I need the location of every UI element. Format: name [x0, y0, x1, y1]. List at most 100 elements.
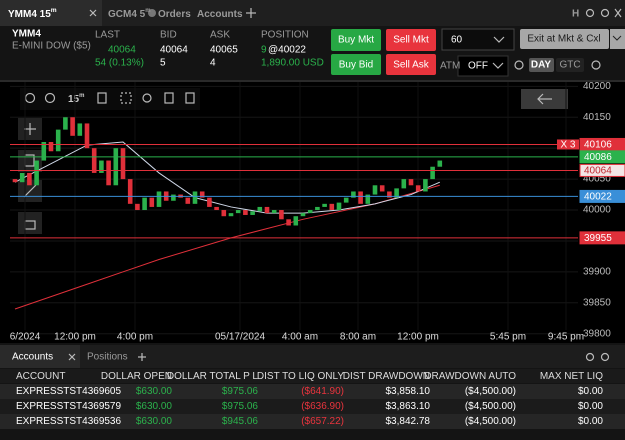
x-tick-label: 8:00 am	[340, 332, 376, 343]
settings-icon[interactable]	[600, 352, 610, 362]
zoom-out[interactable]	[44, 92, 56, 104]
day[interactable]: DAY	[531, 60, 552, 71]
candle-body	[358, 191, 363, 204]
settings-icon[interactable]	[591, 60, 601, 70]
tab[interactable]: Accounts	[197, 9, 243, 20]
settings-icon[interactable]	[514, 60, 524, 70]
candle-body	[372, 185, 378, 195]
table-cell: $3,858.10	[386, 386, 431, 397]
tab[interactable]: GCM4 5m	[108, 8, 151, 20]
candle-body	[243, 210, 248, 215]
exit-label[interactable]: Exit at Mkt & Cxl	[527, 34, 600, 45]
indicators[interactable]	[164, 92, 174, 104]
table-cell: $975.06	[222, 386, 259, 397]
gtc[interactable]: GTC	[559, 60, 580, 71]
candle-body	[91, 148, 97, 173]
chart-settings[interactable]	[142, 93, 152, 103]
button-label[interactable]: Buy Bid	[339, 60, 373, 71]
position-qty: 9	[261, 45, 267, 56]
sell-ask-button[interactable]	[386, 54, 436, 75]
templates[interactable]	[185, 92, 195, 104]
close-icon[interactable]	[89, 9, 97, 17]
tab[interactable]: Orders	[158, 9, 191, 20]
y-tick-label: 39800	[583, 328, 611, 339]
candle-body	[55, 129, 61, 152]
ask-size: 4	[210, 58, 216, 69]
candle-body	[185, 197, 191, 204]
lock-tool[interactable]	[18, 212, 42, 234]
price-level-box	[579, 231, 625, 245]
order-tag[interactable]	[557, 139, 579, 150]
x-tick-label: 12:00 pm	[54, 332, 96, 343]
atm-value[interactable]: OFF	[468, 61, 488, 72]
settings-icon[interactable]	[585, 352, 595, 362]
table-header	[0, 369, 625, 383]
row-bg	[0, 414, 625, 429]
candle-body	[48, 141, 54, 152]
sell-mkt-button[interactable]	[386, 29, 436, 51]
y-tick-label: 40050	[583, 174, 611, 185]
column-header: DIST TO LIQ ONLY	[257, 371, 344, 382]
x-tick-label: 9:45 pm	[548, 332, 584, 343]
select-tool[interactable]	[120, 92, 132, 104]
table-cell: $0.00	[578, 386, 603, 397]
column-header: DOLLAR OPEN	[101, 371, 172, 382]
bar-style[interactable]	[97, 92, 107, 104]
y-tick-label: 39900	[583, 267, 611, 278]
candle-body	[379, 185, 385, 192]
buy-mkt-button[interactable]	[331, 29, 381, 51]
candle-body	[423, 179, 428, 192]
chevron	[612, 35, 622, 41]
candle-body	[286, 219, 291, 226]
tab-bar	[0, 0, 625, 26]
y-tick-label: 40150	[583, 112, 611, 123]
candle-body	[77, 123, 83, 136]
candle-body	[437, 160, 443, 167]
candle-body	[365, 194, 371, 204]
candle-body	[149, 197, 155, 207]
candle-body	[250, 211, 255, 215]
candle-body	[156, 191, 162, 207]
tab-dot[interactable]	[148, 9, 156, 17]
candle-body	[271, 210, 277, 214]
active-tab[interactable]	[0, 0, 102, 26]
window-h[interactable]: H	[572, 9, 579, 20]
day-toggle[interactable]	[529, 58, 554, 72]
settings-icon[interactable]	[585, 8, 595, 18]
panel-tab[interactable]: Positions	[87, 352, 128, 363]
label: ASK	[210, 30, 230, 41]
candle-body	[221, 210, 227, 217]
table-cell: $0.00	[578, 416, 603, 427]
candle-body	[70, 117, 75, 136]
accounts-tab[interactable]	[0, 345, 80, 368]
price-level-label: 40106	[584, 140, 612, 151]
add-tab[interactable]	[246, 8, 256, 18]
quantity[interactable]: 60	[451, 35, 463, 46]
close-window[interactable]	[614, 8, 622, 18]
gtc-toggle[interactable]	[556, 58, 584, 72]
close-icon[interactable]	[68, 353, 76, 361]
candle-body	[120, 148, 126, 180]
tab[interactable]: YMM4 15m	[8, 7, 57, 20]
table-cell: $975.06	[222, 401, 259, 412]
order-tag-label[interactable]: X 3	[560, 140, 575, 151]
bid: 40064	[160, 45, 188, 56]
add-tab[interactable]	[138, 353, 146, 361]
price-level-box	[579, 163, 625, 177]
table-cell: $3,842.78	[386, 416, 431, 427]
quantity-input[interactable]	[441, 28, 515, 51]
table-cell: $630.00	[136, 401, 173, 412]
buy-bid-button[interactable]	[331, 54, 381, 75]
interval[interactable]: 15m	[68, 93, 84, 105]
button-label[interactable]: Sell Ask	[393, 60, 430, 71]
settings-icon[interactable]	[600, 8, 610, 18]
exit-button[interactable]	[520, 29, 609, 49]
panel-tab[interactable]: Accounts	[12, 352, 53, 363]
candle-body	[84, 123, 90, 149]
label: BID	[160, 30, 177, 41]
divider	[0, 80, 625, 82]
atm-select[interactable]	[457, 55, 509, 77]
button-label[interactable]: Buy Mkt	[338, 35, 374, 46]
button-label[interactable]: Sell Mkt	[393, 35, 429, 46]
